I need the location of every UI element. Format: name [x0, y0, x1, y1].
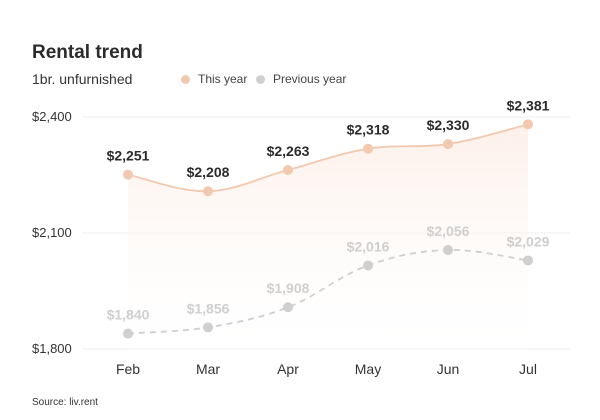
data-label-previous-year: $1,840: [107, 307, 150, 323]
data-point-this-year: [283, 164, 293, 175]
data-point-this-year: [123, 169, 133, 180]
data-label-previous-year: $2,029: [507, 233, 550, 249]
chart-title: Rental trend: [32, 42, 143, 63]
data-point-this-year: [523, 119, 533, 130]
y-tick-label: $1,800: [32, 341, 72, 356]
data-label-this-year: $2,251: [107, 148, 150, 164]
data-label-this-year: $2,318: [347, 122, 390, 138]
x-tick-label: Feb: [116, 361, 140, 377]
data-point-this-year: [203, 186, 213, 197]
x-tick-label: Jun: [437, 361, 460, 377]
legend-dot-this-year: [181, 74, 190, 84]
x-tick-label: Apr: [277, 361, 299, 377]
x-tick-label: May: [355, 361, 381, 377]
data-label-this-year: $2,208: [187, 164, 230, 180]
data-label-previous-year: $2,056: [427, 223, 470, 239]
legend-item-previous-year: Previous year: [256, 72, 346, 86]
data-point-previous-year: [203, 322, 213, 333]
series-line-this-year: [127, 123, 529, 193]
data-label-this-year: $2,381: [507, 97, 550, 113]
data-point-previous-year: [363, 260, 373, 271]
y-tick-label: $2,400: [32, 109, 72, 124]
data-point-previous-year: [283, 302, 293, 313]
x-tick-label: Jul: [519, 361, 537, 377]
legend-item-this-year: This year: [181, 72, 247, 86]
data-label-previous-year: $1,908: [267, 280, 310, 296]
data-label-previous-year: $1,856: [187, 300, 230, 316]
data-point-previous-year: [123, 328, 133, 339]
legend-dot-previous-year: [256, 74, 265, 84]
data-point-previous-year: [523, 255, 533, 266]
data-point-previous-year: [443, 245, 453, 256]
data-label-this-year: $2,263: [267, 143, 310, 159]
y-tick-label: $2,100: [32, 225, 72, 240]
data-label-previous-year: $2,016: [347, 238, 390, 254]
data-point-this-year: [443, 139, 453, 150]
data-point-this-year: [363, 143, 373, 154]
chart-subtitle: 1br. unfurnished: [32, 71, 133, 87]
area-fill-this-year: [128, 124, 528, 349]
legend-label-this-year: This year: [198, 72, 248, 86]
legend-label-previous-year: Previous year: [273, 72, 347, 86]
x-tick-label: Mar: [196, 361, 220, 377]
data-label-this-year: $2,330: [427, 117, 470, 133]
source-note: Source: liv.rent: [32, 397, 98, 408]
